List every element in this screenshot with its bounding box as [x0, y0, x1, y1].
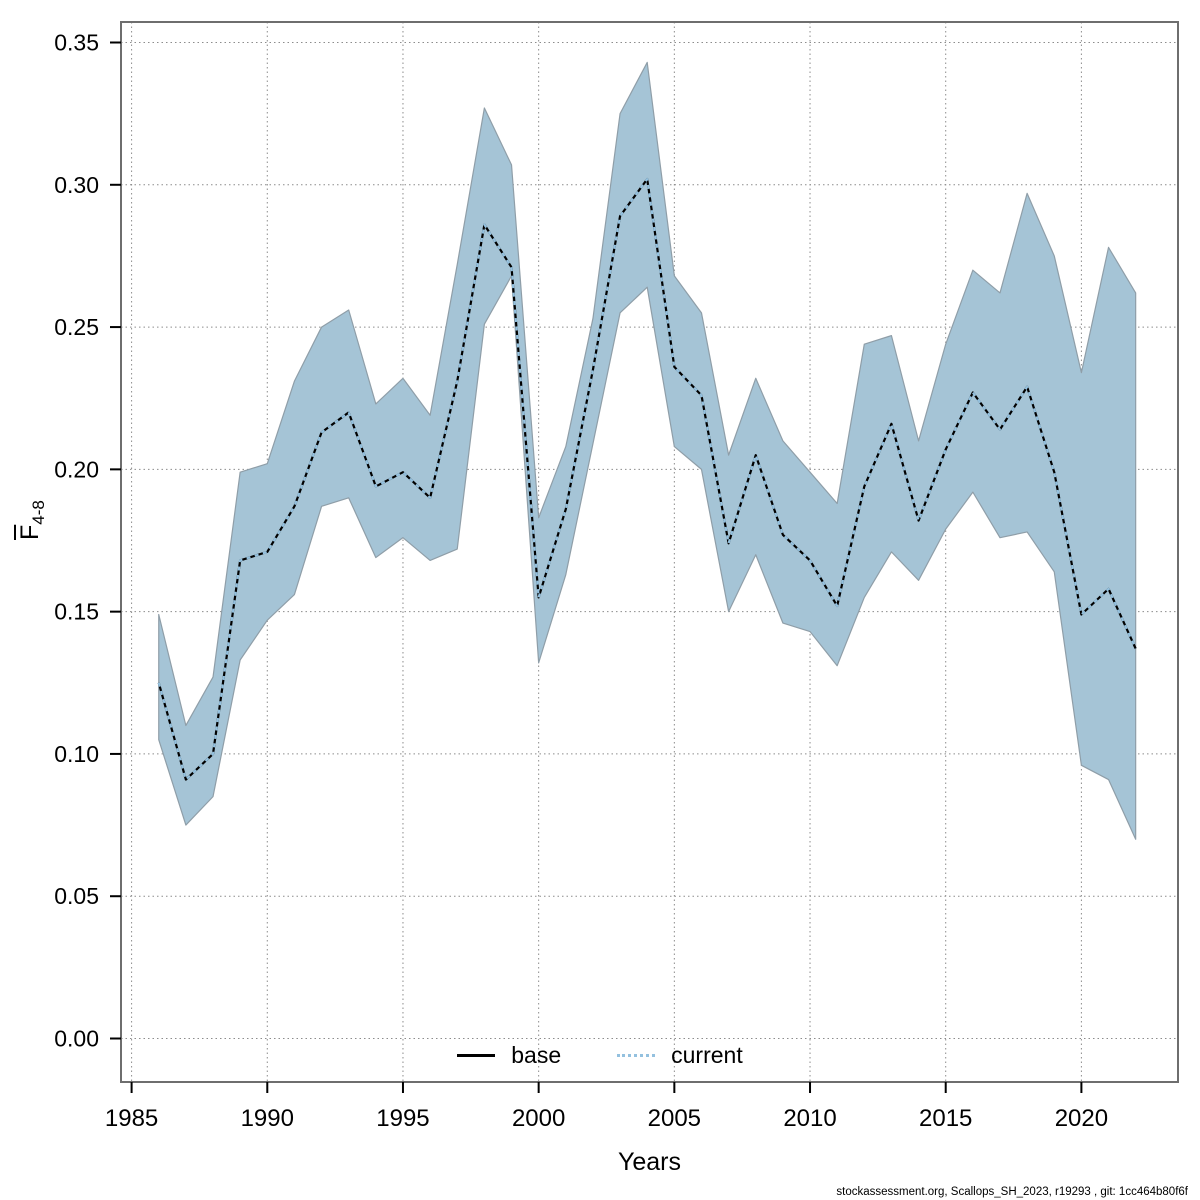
- y-tick-label: 0.25: [54, 314, 99, 340]
- y-axis-label-f: F: [16, 524, 44, 540]
- x-tick-label: 1990: [241, 1105, 294, 1132]
- legend-label-current: current: [671, 1042, 743, 1068]
- legend: base current: [0, 1042, 1200, 1069]
- y-tick-label: 0.35: [54, 30, 99, 56]
- current-line: [157, 177, 1137, 781]
- x-tick-label: 2015: [919, 1105, 972, 1132]
- x-tick-label: 2010: [783, 1105, 836, 1132]
- x-tick-label: 1995: [376, 1105, 429, 1132]
- x-axis-label: Years: [617, 1148, 681, 1176]
- x-tick-label: 1985: [105, 1105, 158, 1132]
- y-tick-label: 0.05: [54, 883, 99, 909]
- y-tick-label: 0.20: [54, 456, 99, 482]
- x-tick-label: 2020: [1055, 1105, 1108, 1132]
- legend-label-base: base: [511, 1042, 562, 1068]
- y-axis-label-subscript: 4-8: [29, 500, 48, 525]
- y-tick-label: 0.30: [54, 172, 99, 198]
- y-tick-label: 0.10: [54, 741, 99, 767]
- x-tick-label: 2005: [648, 1105, 701, 1132]
- legend-item-current: current: [617, 1042, 743, 1069]
- plot-border: [120, 21, 1179, 1083]
- y-axis-label: F4-8: [16, 500, 49, 540]
- x-tick-label: 2000: [512, 1105, 565, 1132]
- y-tick-label: 0.15: [54, 599, 99, 625]
- footer-run-info: stockassessment.org, Scallops_SH_2023, r…: [836, 1186, 1188, 1198]
- legend-item-base: base: [457, 1042, 561, 1069]
- base-line-sample-icon: [457, 1054, 496, 1057]
- confidence-band: [158, 61, 1137, 840]
- current-line-sample-icon: [617, 1054, 656, 1057]
- y-tick-label: 0.00: [54, 1026, 99, 1052]
